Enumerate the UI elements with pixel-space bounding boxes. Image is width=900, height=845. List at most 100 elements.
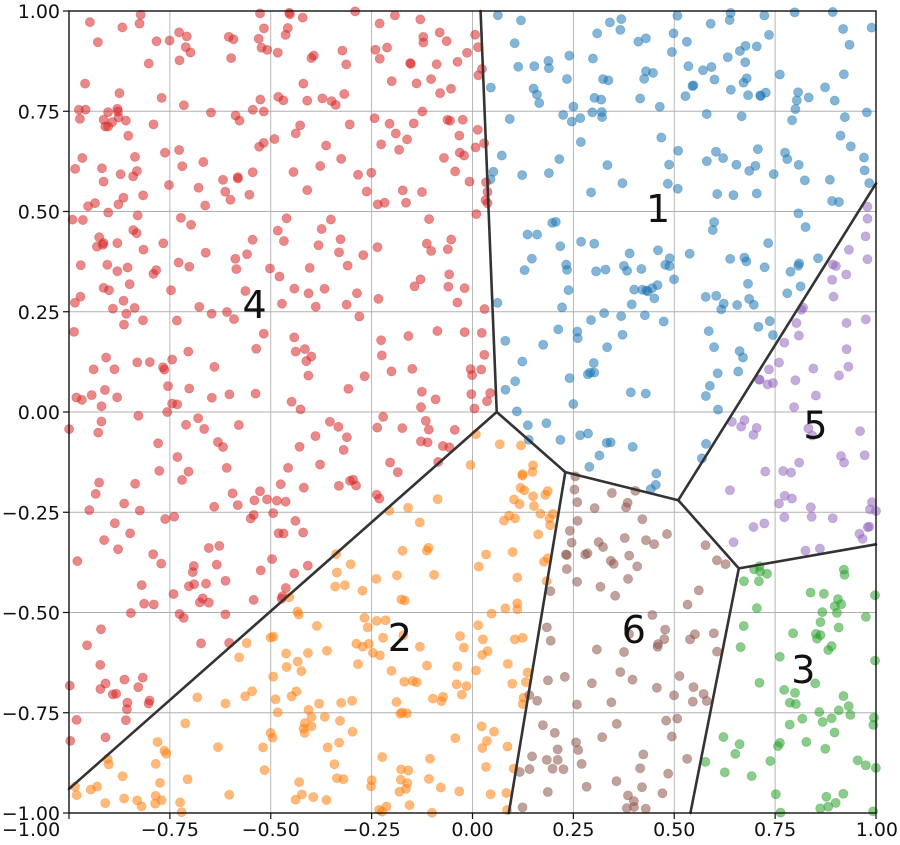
scatter-point-region-6	[597, 732, 608, 743]
scatter-point-region-1	[615, 24, 626, 35]
scatter-point-region-2	[455, 631, 466, 642]
scatter-point-region-4	[434, 27, 445, 38]
scatter-point-region-3	[829, 727, 840, 738]
scatter-point-region-5	[860, 231, 871, 242]
scatter-point-region-1	[764, 29, 775, 40]
scatter-point-region-4	[71, 392, 82, 403]
scatter-point-region-4	[416, 386, 427, 397]
scatter-point-region-4	[203, 542, 214, 553]
scatter-point-region-4	[133, 682, 144, 693]
scatter-point-region-4	[193, 413, 204, 424]
scatter-point-region-4	[290, 515, 301, 526]
scatter-point-region-4	[485, 388, 496, 399]
scatter-point-region-4	[131, 228, 142, 239]
scatter-point-region-2	[347, 726, 358, 737]
scatter-point-region-6	[682, 753, 693, 764]
scatter-point-region-3	[826, 713, 837, 724]
scatter-point-region-4	[201, 578, 212, 589]
scatter-point-region-2	[290, 794, 301, 805]
scatter-point-region-4	[103, 107, 114, 118]
scatter-point-region-4	[267, 554, 278, 565]
scatter-point-region-4	[426, 74, 437, 85]
scatter-point-region-4	[194, 301, 205, 312]
x-tick-label-0: −1.00	[2, 819, 60, 841]
scatter-point-region-1	[704, 380, 715, 391]
scatter-point-region-2	[331, 567, 342, 578]
scatter-point-region-1	[866, 22, 877, 33]
scatter-point-region-4	[138, 190, 149, 201]
scatter-point-region-4	[138, 315, 149, 326]
scatter-point-region-4	[272, 225, 283, 236]
scatter-point-region-4	[344, 119, 355, 130]
scatter-point-region-1	[602, 160, 613, 171]
scatter-point-region-4	[225, 194, 236, 205]
region-label-2: 2	[388, 616, 412, 660]
scatter-point-region-2	[212, 742, 223, 753]
scatter-point-region-6	[638, 749, 649, 760]
scatter-point-region-2	[371, 615, 382, 626]
scatter-point-region-4	[71, 714, 82, 725]
scatter-point-region-4	[374, 18, 385, 29]
scatter-point-region-1	[568, 398, 579, 409]
scatter-point-region-1	[739, 252, 750, 263]
scatter-point-region-4	[178, 100, 189, 111]
scatter-point-region-2	[182, 774, 193, 785]
scatter-point-region-3	[753, 576, 764, 587]
scatter-point-region-4	[130, 478, 141, 489]
scatter-point-region-4	[335, 234, 346, 245]
scatter-point-region-4	[452, 297, 463, 308]
scatter-point-region-1	[750, 160, 761, 171]
scatter-point-region-1	[538, 339, 549, 350]
scatter-point-region-2	[322, 742, 333, 753]
scatter-point-region-4	[134, 505, 145, 516]
scatter-point-region-4	[255, 8, 266, 19]
scatter-point-region-1	[509, 38, 520, 49]
scatter-point-region-4	[386, 366, 397, 377]
scatter-point-region-6	[637, 514, 648, 525]
scatter-point-region-4	[470, 29, 481, 40]
scatter-point-region-2	[296, 666, 307, 677]
scatter-point-region-6	[606, 488, 617, 499]
scatter-point-region-4	[297, 12, 308, 23]
scatter-point-region-5	[862, 254, 873, 265]
scatter-point-region-1	[793, 208, 804, 219]
scatter-point-region-3	[845, 709, 856, 720]
scatter-point-region-3	[815, 617, 826, 628]
scatter-point-region-4	[416, 187, 427, 198]
scatter-point-region-4	[107, 117, 118, 128]
scatter-point-region-2	[367, 647, 378, 658]
scatter-point-region-1	[488, 166, 499, 177]
scatter-point-region-4	[231, 264, 242, 275]
scatter-point-region-6	[623, 628, 634, 639]
scatter-point-region-1	[651, 468, 662, 479]
scatter-point-region-2	[473, 620, 484, 631]
scatter-point-region-4	[418, 37, 429, 48]
scatter-point-region-6	[591, 644, 602, 655]
scatter-point-region-4	[255, 94, 266, 105]
scatter-point-region-2	[224, 789, 235, 800]
scatter-point-region-2	[247, 686, 258, 697]
voronoi-edge-2	[495, 410, 567, 474]
scatter-point-region-6	[666, 731, 677, 742]
scatter-point-region-4	[82, 640, 93, 651]
scatter-point-region-1	[700, 291, 711, 302]
scatter-point-region-1	[740, 40, 751, 51]
scatter-point-region-5	[779, 512, 790, 523]
scatter-point-region-4	[426, 245, 437, 256]
scatter-point-region-1	[557, 302, 568, 313]
region-label-5: 5	[803, 404, 827, 448]
scatter-point-region-1	[787, 115, 798, 126]
scatter-point-region-4	[94, 477, 105, 488]
scatter-point-region-4	[338, 444, 349, 455]
scatter-point-region-4	[160, 514, 171, 525]
scatter-point-region-1	[738, 77, 749, 88]
scatter-point-region-4	[118, 319, 129, 330]
scatter-point-region-4	[240, 285, 251, 296]
scatter-point-region-6	[635, 763, 646, 774]
scatter-point-region-2	[353, 659, 364, 670]
scatter-point-region-4	[479, 304, 490, 315]
scatter-point-region-2	[85, 784, 96, 795]
scatter-point-region-1	[709, 74, 720, 85]
scatter-point-region-4	[234, 115, 245, 126]
